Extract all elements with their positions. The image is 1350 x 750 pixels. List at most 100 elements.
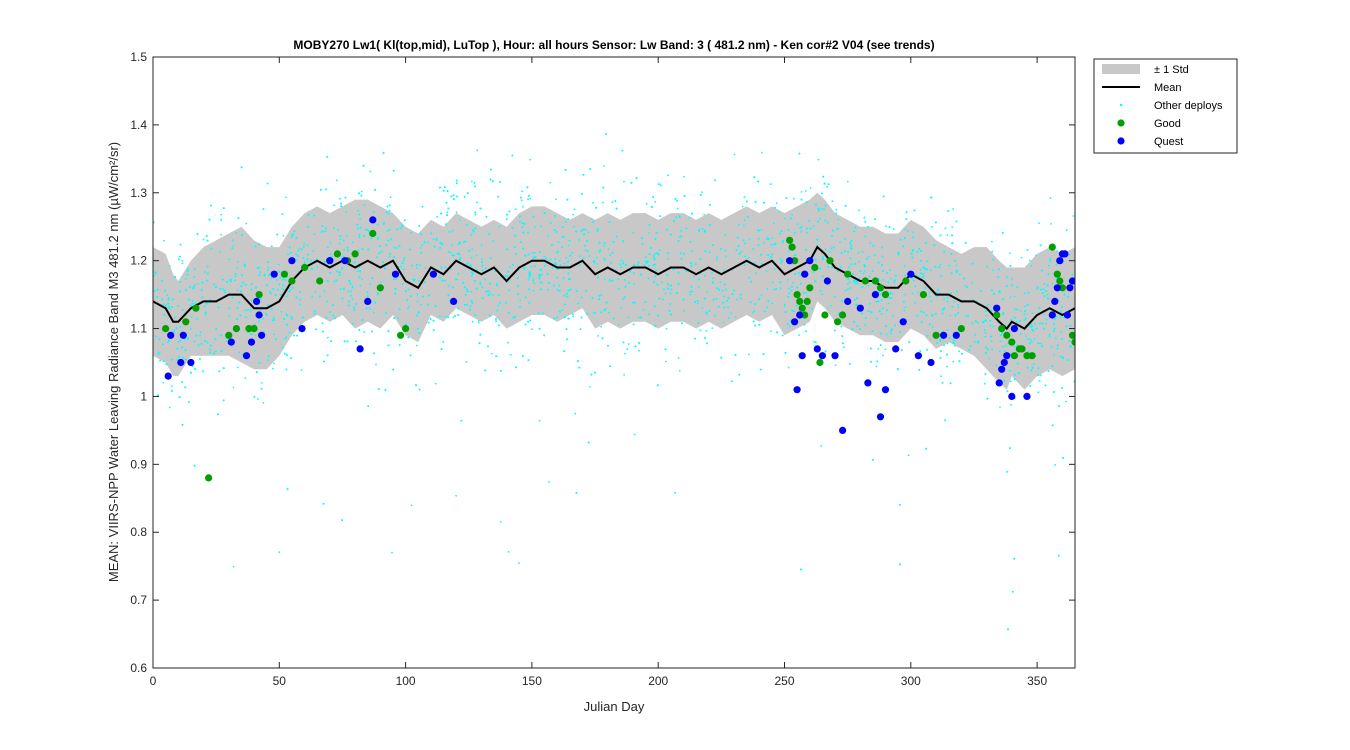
other-deploys-point (179, 290, 181, 293)
other-deploys-point (567, 289, 570, 292)
other-deploys-point (703, 274, 706, 277)
other-deploys-point (798, 152, 801, 155)
other-deploys-point (941, 381, 944, 384)
other-deploys-point (310, 267, 313, 270)
other-deploys-point (330, 253, 332, 256)
other-deploys-point (1038, 222, 1040, 225)
other-deploys-point (884, 348, 887, 351)
other-deploys-point (644, 260, 647, 263)
other-deploys-point (409, 354, 412, 357)
other-deploys-point (313, 214, 315, 217)
other-deploys-point (727, 297, 730, 299)
other-deploys-point (178, 258, 180, 261)
other-deploys-point (199, 358, 201, 360)
other-deploys-point (881, 246, 884, 249)
other-deploys-point (358, 213, 361, 216)
other-deploys-point (782, 241, 784, 244)
other-deploys-point (445, 223, 447, 226)
other-deploys-point (264, 312, 267, 315)
other-deploys-point (492, 240, 494, 243)
other-deploys-point (402, 259, 405, 262)
other-deploys-point (916, 251, 919, 253)
other-deploys-point (434, 382, 437, 385)
other-deploys-point (925, 242, 927, 245)
other-deploys-point (654, 238, 657, 240)
other-deploys-point (419, 264, 421, 266)
other-deploys-point (507, 341, 510, 344)
other-deploys-point (1076, 302, 1078, 304)
other-deploys-point (753, 262, 756, 264)
other-deploys-point (455, 182, 458, 185)
other-deploys-point (573, 225, 575, 228)
other-deploys-point (219, 287, 222, 290)
other-deploys-point (761, 151, 763, 154)
other-deploys-point (1001, 332, 1003, 334)
other-deploys-point (174, 276, 177, 278)
other-deploys-point (985, 314, 988, 317)
other-deploys-point (257, 398, 259, 400)
other-deploys-point (816, 238, 818, 241)
other-deploys-point (387, 213, 390, 216)
other-deploys-point (276, 233, 279, 236)
other-deploys-point (833, 329, 836, 332)
other-deploys-point (220, 233, 223, 236)
other-deploys-point (400, 265, 403, 268)
other-deploys-point (278, 283, 281, 286)
other-deploys-point (528, 271, 531, 274)
other-deploys-point (370, 300, 373, 302)
other-deploys-point (904, 293, 907, 296)
other-deploys-point (357, 270, 359, 273)
other-deploys-point (358, 329, 361, 331)
other-deploys-point (161, 298, 164, 301)
other-deploys-point (168, 339, 170, 342)
other-deploys-point (548, 481, 550, 483)
other-deploys-point (918, 369, 921, 371)
other-deploys-point (567, 218, 570, 221)
other-deploys-point (966, 286, 968, 289)
other-deploys-point (850, 244, 853, 247)
other-deploys-point (704, 229, 706, 232)
other-deploys-point (569, 278, 571, 281)
other-deploys-point (446, 211, 449, 214)
other-deploys-point (691, 290, 693, 293)
other-deploys-point (300, 369, 303, 371)
other-deploys-point (787, 228, 790, 231)
other-deploys-point (162, 360, 165, 362)
other-deploys-point (846, 180, 849, 183)
other-deploys-point (266, 182, 269, 185)
other-deploys-point (796, 286, 799, 289)
other-deploys-point (231, 247, 234, 250)
other-deploys-point (656, 252, 659, 255)
other-deploys-point (406, 299, 408, 301)
other-deploys-point (677, 240, 680, 242)
other-deploys-point (296, 259, 298, 261)
other-deploys-point (273, 333, 275, 336)
other-deploys-point (329, 242, 332, 244)
other-deploys-point (954, 344, 956, 347)
other-deploys-point (444, 279, 446, 282)
other-deploys-point (356, 223, 359, 226)
other-deploys-point (351, 286, 354, 289)
other-deploys-point (618, 287, 620, 290)
other-deploys-point (455, 211, 458, 214)
other-deploys-point (947, 329, 949, 332)
other-deploys-point (641, 243, 644, 245)
other-deploys-point (410, 504, 413, 507)
other-deploys-points (153, 133, 1078, 631)
other-deploys-point (411, 278, 414, 280)
other-deploys-point (330, 340, 332, 342)
other-deploys-point (844, 204, 847, 207)
other-deploys-point (912, 236, 914, 239)
other-deploys-point (1009, 252, 1011, 255)
other-deploys-point (887, 281, 890, 283)
other-deploys-point (877, 348, 880, 350)
other-deploys-point (563, 350, 566, 352)
other-deploys-point (720, 248, 722, 251)
other-deploys-point (356, 227, 359, 230)
other-deploys-point (1026, 366, 1029, 369)
other-deploys-point (983, 329, 986, 331)
other-deploys-point (472, 229, 475, 231)
other-deploys-point (515, 366, 517, 369)
other-deploys-point (355, 303, 357, 305)
other-deploys-point (951, 226, 954, 228)
